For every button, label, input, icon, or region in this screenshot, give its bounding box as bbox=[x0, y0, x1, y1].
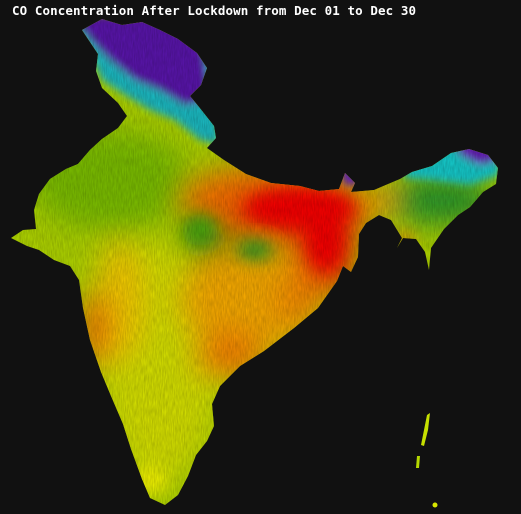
andaman-islands bbox=[416, 413, 438, 508]
map-title: CO Concentration After Lockdown from Dec… bbox=[12, 3, 417, 18]
